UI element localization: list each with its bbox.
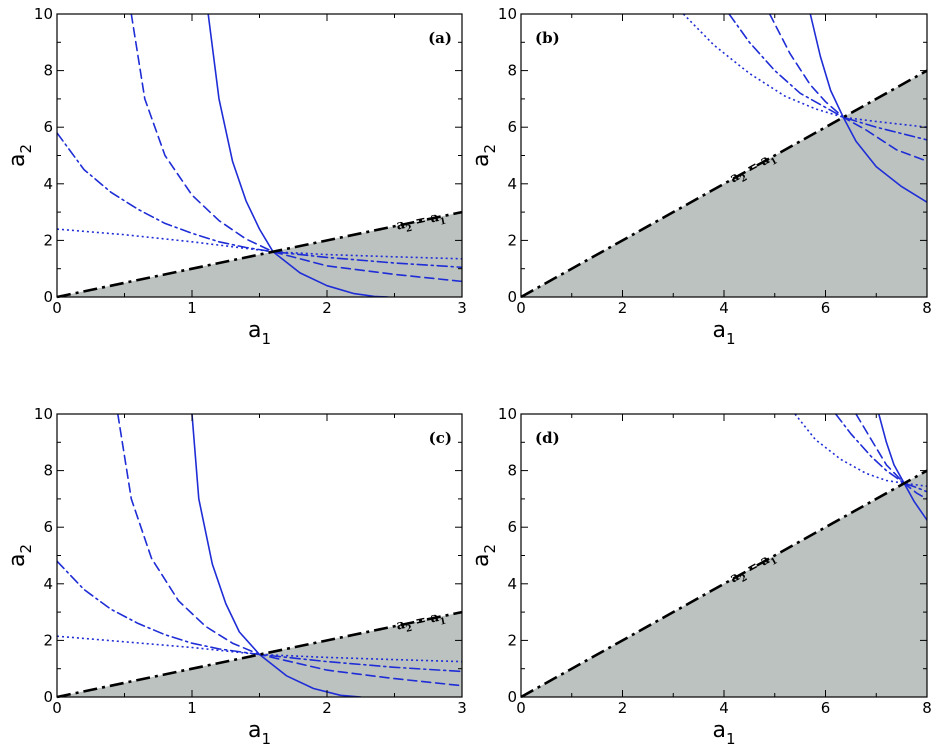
y-tick-label: 0 (43, 288, 53, 306)
x-tick-label: 2 (618, 299, 628, 317)
x-tick-label: 0 (52, 299, 62, 317)
y-axis-label: a2 (5, 544, 35, 567)
y-tick-label: 6 (43, 518, 53, 536)
y-tick-label: 6 (507, 118, 517, 136)
y-tick-label: 6 (43, 118, 53, 136)
y-tick-label: 8 (507, 462, 517, 480)
y-tick-label: 4 (507, 175, 517, 193)
x-tick-label: 1 (187, 299, 197, 317)
y-tick-label: 2 (507, 231, 517, 249)
series-line-dashed (130, 14, 462, 283)
y-axis-label: a2 (469, 144, 499, 167)
y-axis-label: a2 (469, 544, 499, 567)
x-tick-label: 0 (516, 699, 526, 717)
x-tick-label: 8 (922, 699, 932, 717)
diagonal-line (520, 69, 928, 299)
diagonal-line (56, 610, 463, 699)
panel-d: a2 = a1 0 2 4 6 8 0 2 4 6 8 10 a1 a2 (d) (469, 405, 932, 748)
x-tick-label: 3 (457, 299, 467, 317)
y-tick-label: 0 (43, 688, 53, 706)
series-line-dotted (682, 14, 927, 128)
series-line-dashdot (57, 132, 462, 269)
diagonal-label: a2 = a1 (395, 609, 447, 637)
y-tick-label: 8 (43, 62, 53, 80)
y-tick-label: 8 (507, 62, 517, 80)
y-tick-label: 10 (34, 5, 53, 23)
y-axis-label: a2 (5, 144, 35, 167)
y-tick-label: 0 (507, 288, 517, 306)
panel-c: a2 = a1 0 1 2 3 0 2 4 6 8 10 a1 a2 (c) (5, 405, 467, 748)
series-line-dashdot (728, 14, 927, 141)
y-tick-label: 2 (43, 631, 53, 649)
series-line-dashed (768, 14, 927, 162)
panel-a: a2 = a1 0 1 2 3 0 2 4 6 8 10 a1 a2 (a) (5, 5, 467, 348)
x-tick-label: 2 (618, 699, 628, 717)
y-tick-label: 10 (498, 5, 517, 23)
y-tick-label: 6 (507, 518, 517, 536)
series-line-dashdot (834, 414, 927, 493)
y-tick-label: 4 (43, 175, 53, 193)
series-line-dashed (855, 414, 927, 500)
series-line-dashdot (57, 560, 462, 673)
y-tick-label: 10 (34, 405, 53, 423)
series-line-dashed (117, 414, 462, 687)
y-tick-label: 8 (43, 462, 53, 480)
x-tick-label: 4 (719, 299, 729, 317)
panel-label: (c) (429, 429, 452, 447)
panel-label: (d) (535, 429, 560, 447)
y-tick-label: 2 (507, 631, 517, 649)
shaded-region (521, 70, 927, 297)
x-tick-label: 8 (922, 299, 932, 317)
diagonal-label: a2 = a1 (395, 209, 447, 237)
x-tick-label: 2 (322, 699, 332, 717)
y-tick-label: 10 (498, 405, 517, 423)
y-tick-label: 0 (507, 688, 517, 706)
x-axis-label: a1 (712, 318, 735, 348)
panel-label: (a) (428, 29, 452, 47)
y-tick-label: 4 (507, 575, 517, 593)
diagonal-label: a2 = a1 (728, 549, 780, 589)
series-line-dotted (794, 414, 927, 487)
panel-label: (b) (535, 29, 560, 47)
diagonal-line (56, 210, 463, 299)
x-axis-label: a1 (248, 718, 271, 748)
shaded-region (521, 470, 927, 697)
x-tick-label: 4 (719, 699, 729, 717)
x-tick-label: 0 (516, 299, 526, 317)
x-tick-label: 1 (187, 699, 197, 717)
x-tick-label: 3 (457, 699, 467, 717)
y-tick-label: 2 (43, 231, 53, 249)
series-line-solid (878, 414, 927, 521)
x-axis-label: a1 (248, 318, 271, 348)
x-tick-label: 0 (52, 699, 62, 717)
series-line-solid (809, 14, 927, 203)
x-tick-label: 6 (821, 699, 831, 717)
x-tick-label: 6 (821, 299, 831, 317)
diagonal-line (520, 469, 928, 699)
y-tick-label: 4 (43, 575, 53, 593)
x-axis-label: a1 (712, 718, 735, 748)
x-tick-label: 2 (322, 299, 332, 317)
